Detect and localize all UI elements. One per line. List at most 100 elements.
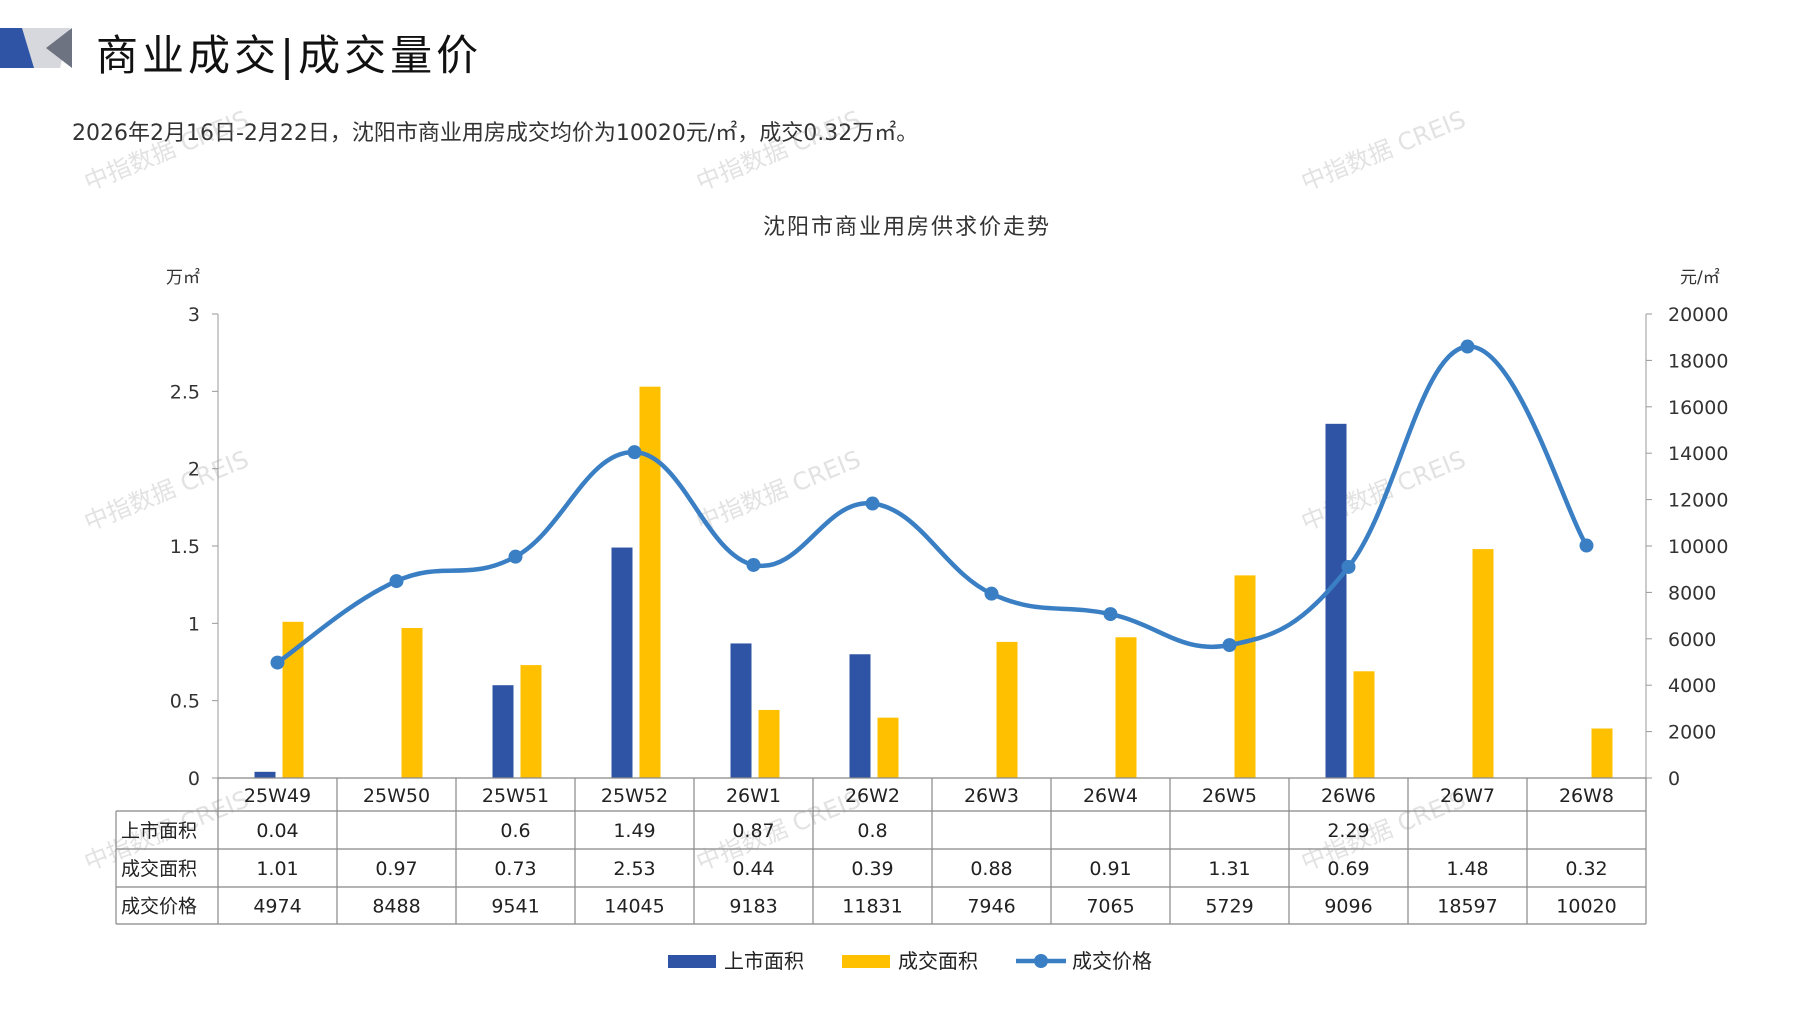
table-cell: 0.69	[1327, 858, 1369, 880]
table-cell: 1.48	[1446, 858, 1488, 880]
x-tick-label: 26W3	[964, 785, 1019, 807]
price-line	[276, 344, 1589, 665]
x-tick-label: 26W5	[1202, 785, 1257, 807]
bar-deal-area-25W51	[520, 665, 542, 778]
price-point-26W2	[865, 496, 880, 511]
table-row-label: 成交面积	[121, 858, 197, 880]
price-point-26W7	[1460, 339, 1475, 354]
bar-deal-area-26W7	[1472, 549, 1494, 778]
legend-label: 成交面积	[898, 949, 978, 973]
legend-swatch-marker	[1034, 954, 1048, 968]
x-tick-label: 26W2	[845, 785, 900, 807]
bar-deal-area-26W3	[996, 641, 1018, 778]
bar-deal-area-26W6	[1353, 671, 1375, 778]
x-tick-label: 26W4	[1083, 785, 1138, 807]
bar-supply-25W52	[611, 547, 633, 778]
right-tick-label: 4000	[1668, 675, 1716, 697]
price-point-26W5	[1222, 638, 1237, 653]
x-tick-label: 26W7	[1440, 785, 1495, 807]
table-cell: 11831	[842, 896, 902, 918]
price-point-26W4	[1103, 607, 1118, 622]
table-row-label: 成交价格	[121, 896, 197, 918]
bar-supply-25W51	[492, 685, 514, 778]
bar-supply-26W1	[730, 643, 752, 778]
table-cell: 9541	[491, 896, 539, 918]
right-tick-label: 6000	[1668, 629, 1716, 651]
right-tick-label: 2000	[1668, 722, 1716, 744]
table-cell: 0.39	[851, 858, 893, 880]
table-cell: 1.01	[256, 858, 298, 880]
price-point-26W6	[1341, 559, 1356, 574]
bar-supply-25W49	[254, 771, 276, 778]
summary-text: 2026年2月16日-2月22日，沈阳市商业用房成交均价为10020元/㎡，成交…	[72, 121, 919, 146]
table-cell: 1.49	[613, 820, 655, 842]
table-row-label: 上市面积	[121, 820, 197, 842]
table-cell: 1.31	[1208, 858, 1250, 880]
legend-label: 上市面积	[724, 949, 804, 973]
right-tick-label: 18000	[1668, 350, 1728, 372]
table-cell: 0.97	[375, 858, 417, 880]
right-tick-label: 8000	[1668, 582, 1716, 604]
price-point-26W1	[746, 557, 761, 572]
left-tick-label: 1	[188, 613, 200, 635]
table-cell: 0.8	[857, 820, 887, 842]
x-tick-label: 25W50	[363, 785, 430, 807]
price-point-26W8	[1579, 538, 1594, 553]
right-axis-unit: 元/㎡	[1680, 268, 1720, 288]
price-point-26W3	[984, 586, 999, 601]
legend-swatch	[668, 955, 716, 968]
bar-deal-area-25W50	[401, 627, 423, 778]
table-cell: 0.88	[970, 858, 1012, 880]
bar-deal-area-26W8	[1591, 728, 1613, 778]
bar-deal-area-25W49	[282, 621, 304, 778]
price-point-25W51	[508, 549, 523, 564]
table-cell: 7946	[967, 896, 1015, 918]
right-tick-label: 20000	[1668, 304, 1728, 326]
table-cell: 0.04	[256, 820, 298, 842]
table-cell: 2.53	[613, 858, 655, 880]
x-tick-label: 25W49	[244, 785, 311, 807]
x-tick-label: 26W1	[726, 785, 781, 807]
table-cell: 9183	[729, 896, 777, 918]
table-cell: 2.29	[1327, 820, 1369, 842]
right-tick-label: 10000	[1668, 536, 1728, 558]
left-tick-label: 2.5	[170, 381, 200, 403]
bar-supply-26W6	[1325, 423, 1347, 778]
bar-deal-area-25W52	[639, 386, 661, 778]
table-cell: 0.91	[1089, 858, 1131, 880]
table-cell: 8488	[372, 896, 420, 918]
x-tick-label: 25W52	[601, 785, 668, 807]
table-cell: 7065	[1086, 896, 1134, 918]
legend-label: 成交价格	[1072, 949, 1152, 973]
table-cell: 18597	[1437, 896, 1497, 918]
table-cell: 0.32	[1565, 858, 1607, 880]
page-title: 商业成交|成交量价	[96, 31, 483, 80]
legend-swatch	[842, 955, 890, 968]
bar-supply-26W2	[849, 654, 871, 778]
table-cell: 14045	[604, 896, 664, 918]
table-cell: 5729	[1205, 896, 1253, 918]
left-tick-label: 0.5	[170, 691, 200, 713]
left-tick-label: 2	[188, 459, 200, 481]
left-tick-label: 0	[188, 768, 200, 790]
chart-title: 沈阳市商业用房供求价走势	[763, 215, 1051, 240]
table-cell: 4974	[253, 896, 301, 918]
x-tick-label: 25W51	[482, 785, 549, 807]
price-point-25W50	[389, 574, 404, 589]
price-point-25W52	[627, 445, 642, 460]
table-cell: 0.87	[732, 820, 774, 842]
table-cell: 0.73	[494, 858, 536, 880]
x-tick-label: 26W8	[1559, 785, 1614, 807]
left-axis-unit: 万㎡	[166, 268, 200, 288]
right-tick-label: 0	[1668, 768, 1680, 790]
bar-deal-area-26W5	[1234, 575, 1256, 778]
table-cell: 9096	[1324, 896, 1372, 918]
brand-logo	[0, 28, 72, 68]
table-cell: 0.44	[732, 858, 774, 880]
right-tick-label: 14000	[1668, 443, 1728, 465]
bar-deal-area-26W2	[877, 717, 899, 778]
x-tick-label: 26W6	[1321, 785, 1376, 807]
bar-deal-area-26W1	[758, 709, 780, 778]
right-tick-label: 16000	[1668, 397, 1728, 419]
